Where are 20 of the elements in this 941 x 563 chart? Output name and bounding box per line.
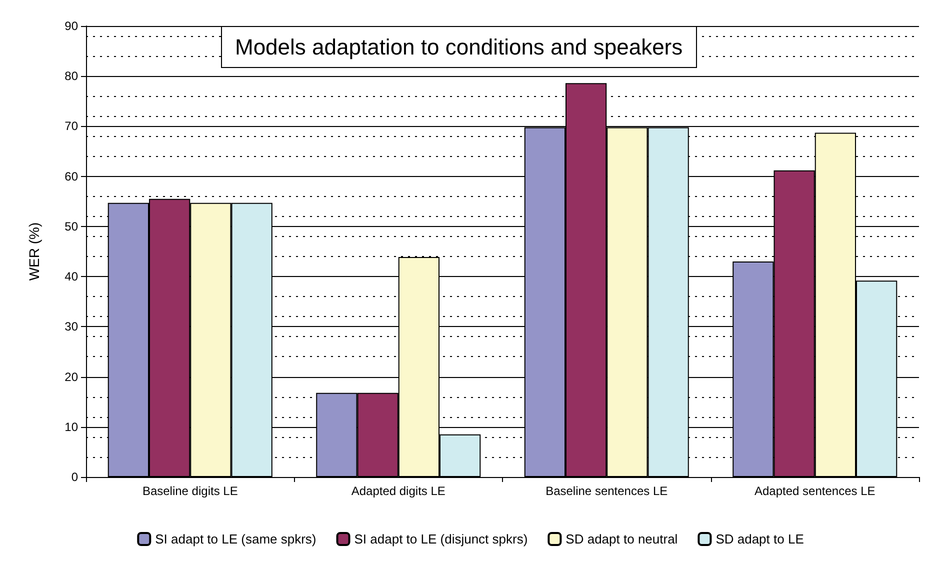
y-tick-label: 20 xyxy=(64,370,78,384)
legend-label: SD adapt to LE xyxy=(716,532,804,546)
x-tick-label: Adapted sentences LE xyxy=(754,484,876,498)
x-tick-label: Adapted digits LE xyxy=(351,484,446,498)
legend-label: SD adapt to neutral xyxy=(566,532,678,546)
y-tick-label: 70 xyxy=(64,119,78,134)
y-tick-label: 10 xyxy=(64,420,78,434)
y-axis-title: WER (%) xyxy=(26,222,42,281)
y-tick-label: 40 xyxy=(64,270,78,284)
legend-label: SI adapt to LE (same spkrs) xyxy=(155,532,316,546)
x-tick-label: Baseline digits LE xyxy=(142,484,238,498)
y-tick-label: 30 xyxy=(64,320,78,334)
y-tick-label: 0 xyxy=(71,470,78,484)
x-tick-label: Baseline sentences LE xyxy=(546,484,668,498)
legend-label: SI adapt to LE (disjunct spkrs) xyxy=(354,532,528,546)
y-tick-label: 60 xyxy=(64,169,78,184)
y-tick-label: 90 xyxy=(64,19,78,33)
y-tick-label: 50 xyxy=(64,219,78,234)
chart-title: Models adaptation to conditions and speakers xyxy=(235,34,683,60)
y-tick-label: 80 xyxy=(64,69,78,84)
